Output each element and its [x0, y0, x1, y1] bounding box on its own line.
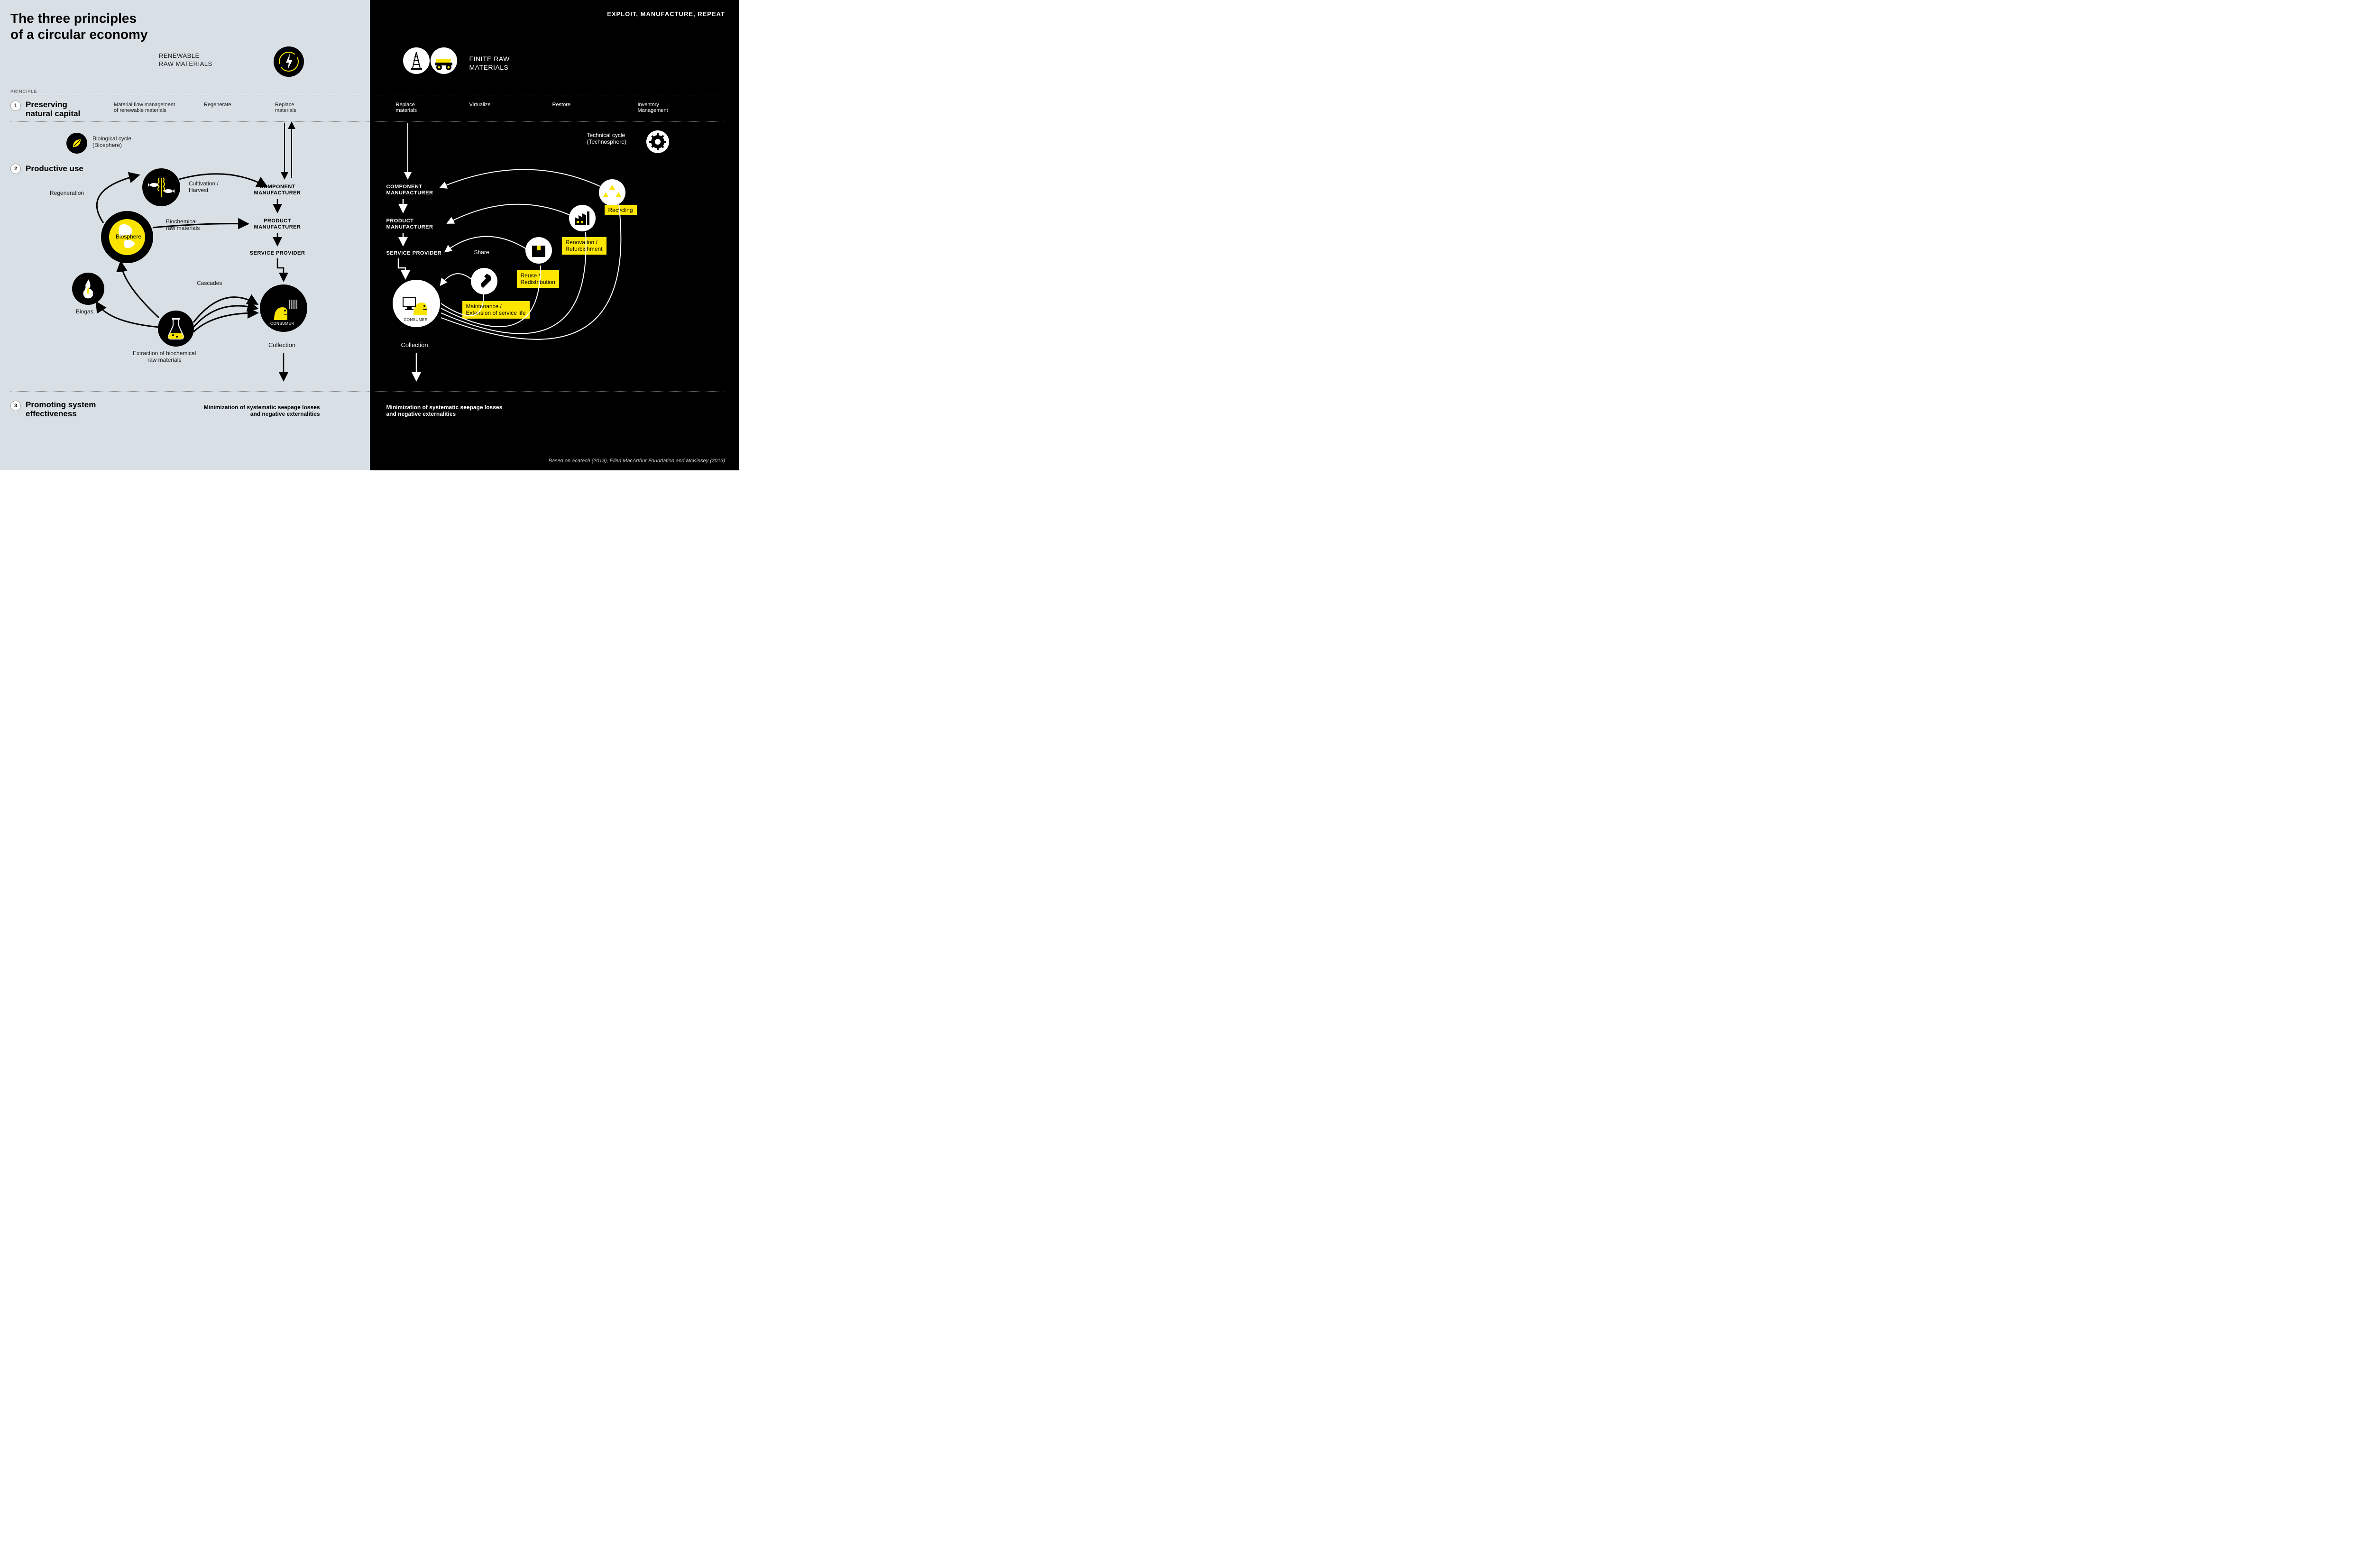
principle-3-badge: 3	[10, 401, 21, 411]
p1r-item-2: Virtualize	[469, 102, 491, 108]
infographic-canvas: The three principles of a circular econo…	[0, 0, 739, 470]
p3-text-left: Minimization of systematic seepage losse…	[204, 404, 320, 417]
p1-i3-l2: materials	[275, 108, 296, 113]
renewable-l1: RENEWABLE	[159, 52, 200, 59]
p1-i1-l2: of renewable materials	[114, 108, 166, 113]
collection-label-r: Collection	[401, 341, 428, 348]
p1-i1-l1: Material flow management	[114, 102, 175, 108]
cascades-label: Cascades	[197, 280, 222, 286]
title-line-2: of a circular economy	[10, 27, 147, 42]
extraction-label: Extraction of biochemical raw materials	[133, 350, 196, 364]
finite-materials-label: FINITE RAW MATERIALS	[469, 55, 510, 72]
principle-2-row: 2 Productive use	[10, 164, 83, 174]
principle-1-row: 1 Preserving natural capital	[10, 101, 80, 118]
divider-3	[10, 391, 370, 392]
right-panel-technosphere: EXPLOIT, MANUFACTURE, REPEAT FINITE RAW …	[370, 0, 740, 470]
p1r-i1-l1: Replace	[396, 102, 415, 108]
biochemical-label: Biochemicalraw materials	[166, 218, 200, 232]
bio-cycle-label: Biological cycle (Biosphere)	[92, 135, 131, 148]
energy-icon	[274, 46, 304, 77]
bio-cyc-l1: Biological cycle	[92, 135, 131, 142]
p1-item-1: Material flow management of renewable ma…	[114, 102, 175, 113]
r-product: PRODUCTMANUFACTURER	[386, 218, 433, 230]
finite-l2: MATERIALS	[469, 64, 509, 71]
r-component: COMPONENTMANUFACTURER	[386, 184, 433, 196]
mining-truck-icon	[431, 47, 457, 74]
service-provider: SERVICE PROVIDER	[244, 250, 311, 256]
tech-cycle-label: Technical cycle (Technosphere)	[587, 132, 626, 146]
principle-3-row: 3 Promoting system effectiveness	[10, 401, 96, 418]
oil-derrick-icon	[403, 47, 430, 74]
factory-icon	[569, 205, 596, 231]
p3-t1: Promoting system	[26, 400, 96, 409]
p3-tx-l2: and negative externalities	[250, 411, 320, 417]
biogas-icon	[72, 273, 104, 305]
p1r-i4-l1: Inventory	[638, 102, 659, 108]
package-icon	[525, 237, 552, 264]
divider-2	[10, 121, 370, 122]
principle-header: PRINCIPLE	[10, 89, 37, 94]
title-line-1: The three principles	[10, 11, 137, 26]
flask-icon	[158, 311, 194, 347]
divider-r2	[370, 121, 726, 122]
ext-l1: Extraction of biochemical	[133, 350, 196, 357]
bio-cyc-l2: (Biosphere)	[92, 142, 122, 148]
reuse-tag: Reuse /Redistribution	[517, 270, 559, 288]
attribution: Based on acatech (2019), Ellen MacArthur…	[549, 458, 725, 464]
left-panel-biosphere: The three principles of a circular econo…	[0, 0, 370, 470]
divider-r3	[370, 391, 726, 392]
p1r-item-3: Restore	[552, 102, 571, 108]
p1r-i4-l2: Management	[638, 108, 668, 113]
consumer-label-r: CONSUMER	[404, 318, 428, 322]
recycle-icon	[599, 179, 625, 206]
cultivation-label: Cultivation /Harvest	[189, 180, 219, 194]
principle-1-title: Preserving natural capital	[26, 101, 80, 118]
consumer-label: CONSUMER	[270, 321, 294, 326]
biogas-label: Biogas	[76, 308, 93, 315]
p3-t2: effectiveness	[26, 409, 77, 418]
leaf-icon	[66, 133, 87, 154]
ext-l2: raw materials	[147, 357, 181, 363]
renewable-materials-label: RENEWABLE RAW MATERIALS	[159, 52, 212, 68]
tech-cyc-l1: Technical cycle	[587, 132, 625, 138]
finite-l1: FINITE RAW	[469, 55, 510, 63]
p1-t2: natural capital	[26, 109, 80, 118]
biosphere-text: Biosphere	[116, 233, 141, 240]
component-mfr: COMPONENTMANUFACTURER	[244, 184, 311, 196]
p3r-tx-l2: and negative externalities	[386, 411, 456, 417]
tech-cyc-l2: (Technosphere)	[587, 138, 626, 145]
principle-3-title: Promoting system effectiveness	[26, 401, 96, 418]
gear-icon	[646, 130, 669, 153]
share-label: Share	[474, 249, 489, 256]
p1-item-3: Replace materials	[275, 102, 296, 113]
renovation-tag: Renovation /Refurbishment	[562, 237, 607, 255]
principle-2-title: Productive use	[26, 164, 83, 174]
principle-1-badge: 1	[10, 101, 21, 111]
p1-item-2: Regenerate	[204, 102, 231, 108]
p1-i3-l1: Replace	[275, 102, 294, 108]
maintenance-tag: Maintenance /Extension of service life	[462, 301, 530, 319]
wrench-icon	[471, 268, 497, 294]
principle-2-badge: 2	[10, 164, 21, 174]
top-right-label: EXPLOIT, MANUFACTURE, REPEAT	[607, 10, 725, 18]
collection-label: Collection	[268, 341, 295, 348]
recycling-tag: Recycling	[605, 205, 637, 215]
p3r-tx-l1: Minimization of systematic seepage losse…	[386, 404, 503, 411]
fish-wheat-icon	[142, 168, 180, 206]
p1-t1: Preserving	[26, 100, 67, 109]
r-service: SERVICE PROVIDER	[386, 250, 442, 256]
p1r-item-1: Replace materials	[396, 102, 417, 113]
regeneration-label: Regeneration	[50, 190, 84, 196]
main-title: The three principles of a circular econo…	[10, 10, 147, 42]
p1r-i1-l2: materials	[396, 108, 417, 113]
p3-text-right: Minimization of systematic seepage losse…	[386, 404, 503, 417]
p3-tx-l1: Minimization of systematic seepage losse…	[204, 404, 320, 411]
product-mfr: PRODUCTMANUFACTURER	[244, 218, 311, 230]
renewable-l2: RAW MATERIALS	[159, 60, 212, 67]
p1r-item-4: Inventory Management	[638, 102, 668, 113]
